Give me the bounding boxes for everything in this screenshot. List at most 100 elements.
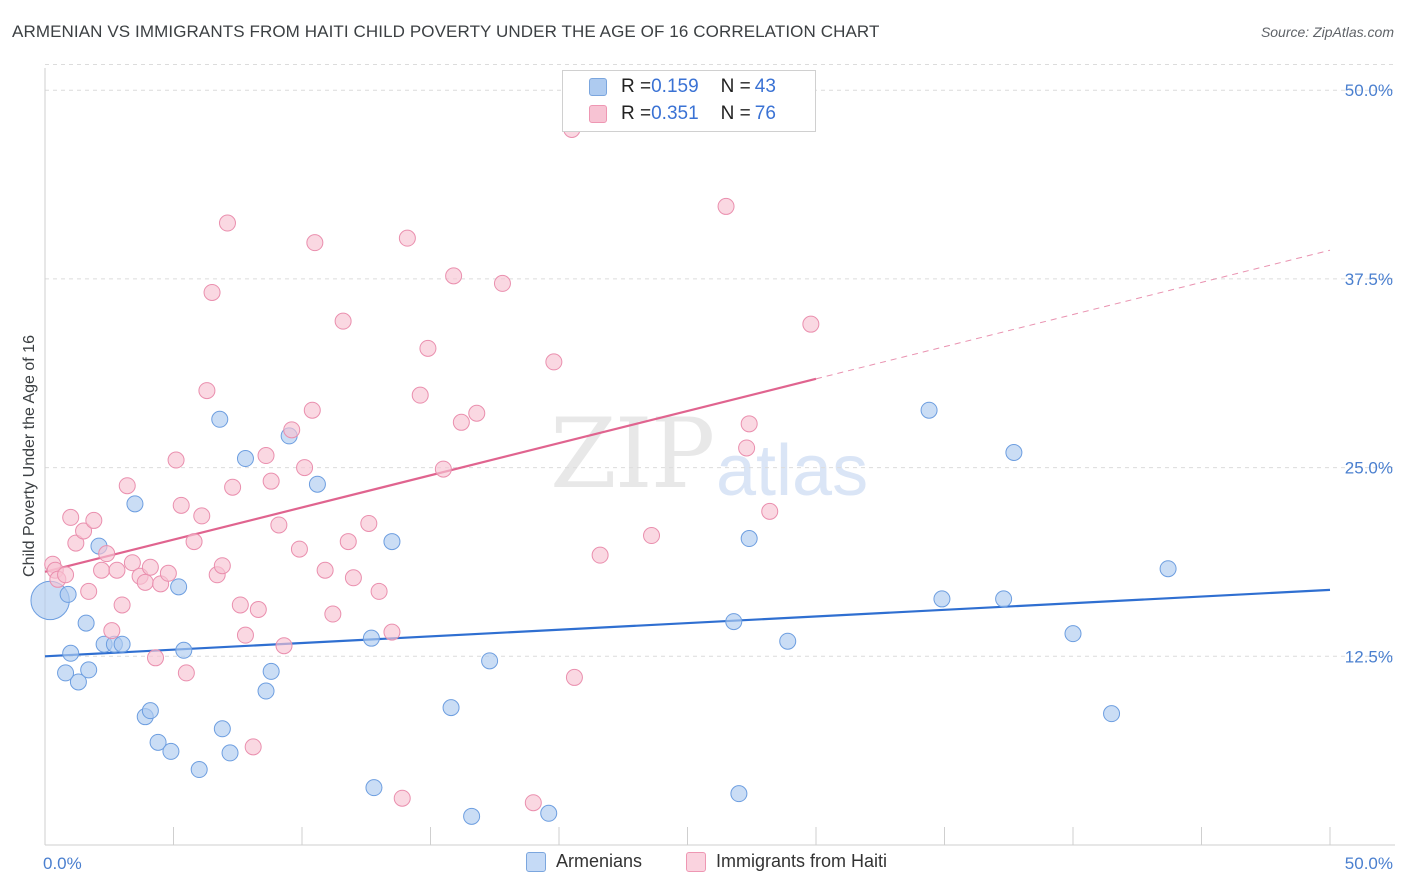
data-point [419,339,437,357]
data-point [452,413,470,431]
data-point [80,661,98,679]
data-point [167,451,185,469]
data-point [75,522,93,540]
legend-r-value: 0.159 [651,76,699,97]
data-point [643,527,661,545]
legend-swatch-haiti [686,851,706,872]
legend-label-armenians: Armenians [556,851,643,871]
data-point [231,596,249,614]
legend-item-armenians[interactable]: Armenians [526,851,642,872]
x-tick-label: 50.0% [1345,854,1393,873]
data-point [411,386,429,404]
data-point [57,566,75,584]
data-point [1064,625,1082,643]
series-legend: Armenians Immigrants from Haiti [0,851,1406,879]
series-haiti [44,120,820,812]
data-point [334,312,352,330]
legend-r-label: R = [621,76,652,97]
legend-swatch-haiti [589,105,607,123]
watermark-zip: ZIP [550,398,715,510]
trend-lines [44,249,1331,658]
data-point [203,283,221,301]
data-point [303,401,321,419]
data-point [283,421,301,439]
data-point [740,530,758,548]
data-point [308,475,326,493]
data-point [442,699,460,717]
data-point [149,733,167,751]
data-point [141,702,159,720]
data-point [193,507,211,525]
data-point [524,794,542,812]
legend-item-haiti[interactable]: Immigrants from Haiti [686,851,887,872]
data-point [933,590,951,608]
data-point [463,807,481,825]
data-point [1005,444,1023,461]
data-point [370,582,388,600]
legend-row-armenians: R = 0.159 N = 43 [589,75,776,99]
legend-r-label: R = [621,103,652,124]
legend-n-label: N = [720,76,751,97]
data-point [123,554,141,572]
data-point [162,742,180,760]
data-point [221,744,239,762]
data-point [198,382,216,400]
data-point [306,234,324,252]
data-point [108,561,126,579]
data-point [249,601,267,618]
data-point [383,533,401,551]
data-point [540,804,558,822]
data-point [69,673,87,691]
x-tick-label: 0.0% [43,854,82,873]
data-point [224,478,242,496]
data-point [296,459,314,477]
data-point [113,596,131,614]
data-point [740,415,758,433]
data-point [93,561,111,579]
data-point [113,635,131,653]
data-point [147,649,165,667]
legend-r-value: 0.351 [651,103,699,124]
data-point [270,516,288,534]
data-point [177,664,195,682]
data-point [236,626,254,644]
data-point [262,472,280,490]
data-point [730,785,748,803]
data-point [190,761,208,779]
data-point [236,450,254,468]
data-point [275,637,293,655]
data-point [738,439,756,457]
data-point [445,267,463,285]
data-point [398,229,416,247]
data-point [257,682,275,700]
y-tick-label: 25.0% [1345,459,1393,478]
data-point [995,590,1013,608]
y-tick-label: 37.5% [1345,270,1393,289]
trend-line-extension [815,249,1331,380]
data-point [62,644,80,662]
data-point [779,632,797,650]
data-point [725,613,743,631]
data-point [170,578,188,596]
legend-label-haiti: Immigrants from Haiti [716,851,888,871]
tick-labels: 12.5% 25.0% 37.5% 50.0% 0.0% 50.0% [43,81,1393,873]
data-point [1103,705,1121,723]
data-point [211,410,229,428]
data-point [468,404,486,422]
data-point [218,214,236,232]
data-point [213,720,231,738]
data-point [761,502,779,520]
data-point [290,540,308,558]
data-point [262,662,280,680]
source-label: Source: ZipAtlas.com [1260,24,1394,40]
data-point [59,585,77,603]
data-point [434,460,452,478]
legend-swatch-armenians [526,851,546,872]
data-point [62,508,80,526]
correlation-legend: R = 0.159 N = 43 R = 0.351 N = 76 [562,70,816,132]
chart-title: ARMENIAN VS IMMIGRANTS FROM HAITI CHILD … [12,22,880,41]
data-points [30,120,1177,825]
data-point [565,668,583,686]
data-point [67,534,85,552]
